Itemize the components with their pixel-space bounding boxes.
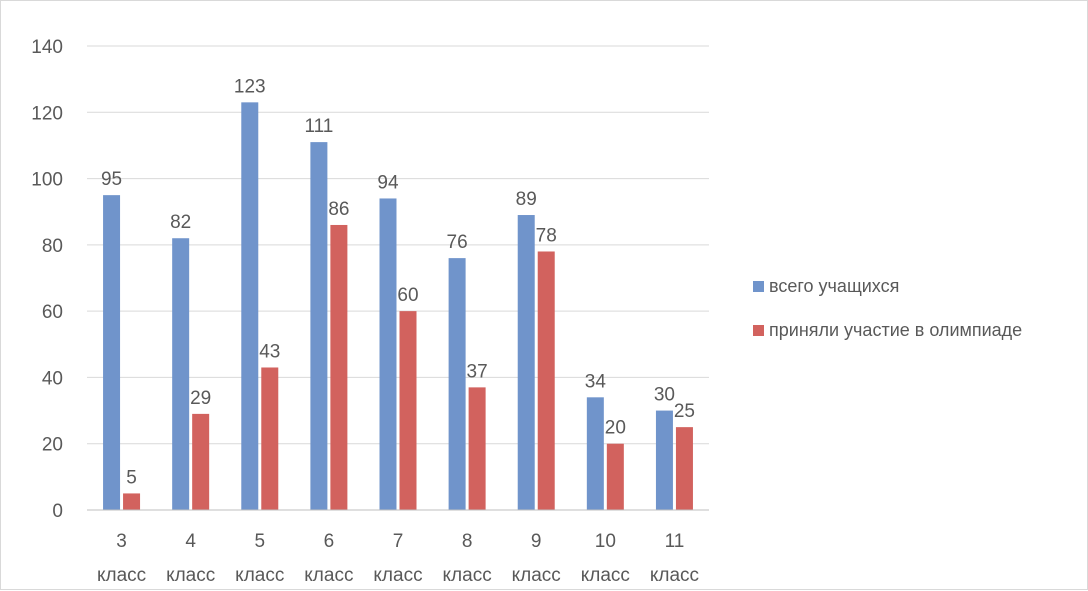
y-tick-label: 80: [42, 236, 63, 257]
legend-label: приняли участие в олимпиаде: [769, 320, 1022, 340]
x-tick-label: 9: [531, 531, 542, 552]
bar: [399, 311, 417, 510]
bar: [606, 443, 624, 510]
bar: [192, 413, 210, 510]
bar: [310, 142, 328, 510]
legend-swatch: [753, 281, 764, 292]
data-label: 111: [304, 116, 333, 137]
bar: [586, 397, 604, 510]
y-tick-label: 120: [31, 103, 63, 124]
bar: [123, 493, 141, 510]
data-label: 34: [585, 371, 607, 392]
data-label: 25: [674, 401, 695, 422]
x-tick-label: класс: [443, 565, 492, 586]
bar: [379, 198, 397, 510]
bars: [103, 102, 693, 510]
data-label: 43: [259, 341, 280, 362]
y-tick-label: 100: [31, 170, 63, 191]
data-label: 82: [170, 212, 191, 233]
x-tick-label: класс: [304, 565, 353, 586]
x-tick-label: класс: [650, 565, 699, 586]
x-axis: 3 класс 4 класс 5 класс 6 класс 7 класс 8 класс 9 кла…: [87, 509, 709, 586]
legend: всего учащихся приняли участие в олимпиад…: [753, 276, 1022, 340]
data-label: 60: [397, 285, 418, 306]
bar: [448, 258, 466, 510]
data-label: 78: [536, 225, 557, 246]
legend-swatch: [753, 325, 764, 336]
legend-label: всего учащихся: [769, 276, 899, 296]
x-tick-label: 4: [185, 531, 196, 552]
data-label: 76: [447, 232, 468, 253]
data-label: 94: [377, 172, 399, 193]
bar: [172, 238, 190, 510]
x-tick-label: 7: [393, 531, 404, 552]
x-tick-label: 6: [324, 531, 335, 552]
x-tick-label: 3: [116, 531, 127, 552]
x-tick-label: класс: [373, 565, 422, 586]
x-tick-label: 10: [595, 531, 616, 552]
data-label: 89: [516, 189, 537, 210]
data-label: 37: [467, 361, 488, 382]
data-label: 5: [126, 467, 137, 488]
x-tick-label: класс: [581, 565, 630, 586]
bar: [103, 195, 121, 510]
bar: [330, 224, 348, 510]
data-label: 29: [190, 388, 211, 409]
x-tick-label: 8: [462, 531, 473, 552]
y-tick-label: 140: [31, 37, 63, 58]
y-tick-label: 40: [42, 368, 63, 389]
bar: [517, 215, 535, 510]
bar: [675, 427, 693, 510]
y-tick-label: 60: [42, 302, 63, 323]
x-tick-label: класс: [97, 565, 146, 586]
x-tick-label: 11: [665, 531, 685, 552]
data-label: 30: [654, 385, 675, 406]
bar: [655, 410, 673, 510]
y-tick-label: 20: [42, 435, 63, 456]
x-tick-label: 5: [254, 531, 265, 552]
data-label: 86: [328, 199, 349, 220]
y-tick-label: 0: [52, 501, 63, 522]
bar: [241, 102, 259, 510]
x-tick-label: класс: [235, 565, 284, 586]
gridlines: [87, 45, 709, 445]
x-tick-label: класс: [512, 565, 561, 586]
x-tick-label: класс: [166, 565, 215, 586]
bar: [468, 387, 486, 510]
bar: [261, 367, 279, 510]
data-labels: 95 82 123 111 94 76 89 34 30 5 29 43 86 60 37 78 20 25: [101, 76, 695, 488]
data-label: 95: [101, 169, 122, 190]
data-label: 123: [234, 76, 266, 97]
y-axis: 0 20 40 60 80 100 120 140: [31, 37, 63, 522]
bar: [537, 251, 555, 510]
data-label: 20: [605, 418, 626, 439]
